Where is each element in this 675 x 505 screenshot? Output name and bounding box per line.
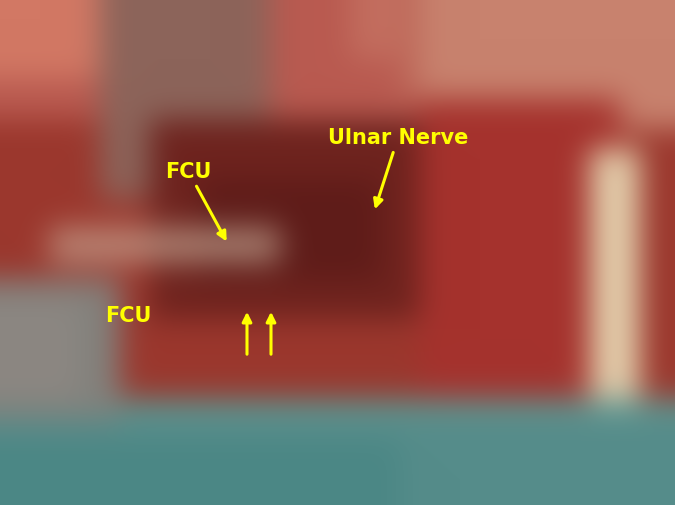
Text: FCU: FCU [165, 162, 225, 239]
Text: FCU: FCU [105, 306, 151, 325]
Text: Ulnar Nerve: Ulnar Nerve [328, 128, 468, 207]
